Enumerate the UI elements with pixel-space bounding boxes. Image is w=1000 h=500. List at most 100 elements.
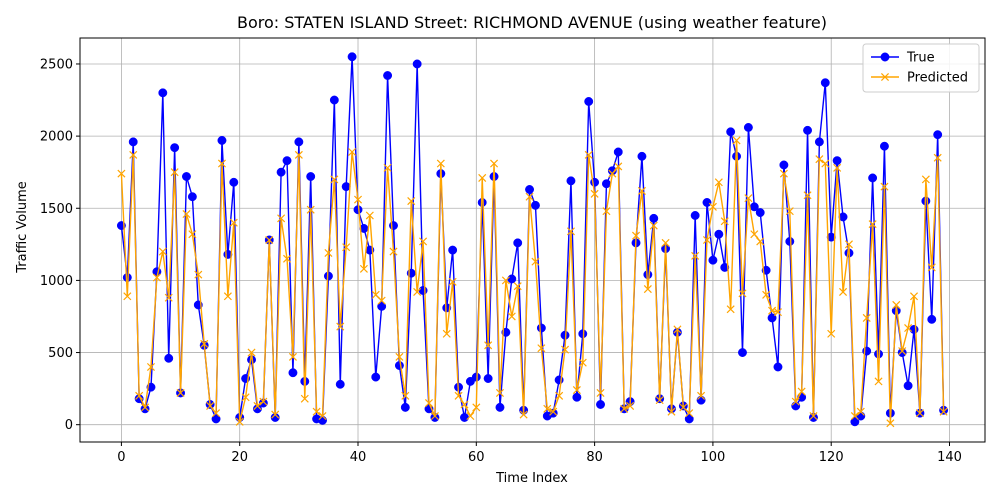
predicted-point xyxy=(188,230,197,239)
true-point xyxy=(702,198,712,207)
true-point xyxy=(229,177,239,187)
y-tick-label: 1000 xyxy=(40,274,73,289)
x-tick-label: 40 xyxy=(350,450,367,465)
true-point xyxy=(649,213,659,223)
predicted-point xyxy=(460,400,469,409)
predicted-point xyxy=(649,221,658,230)
true-point xyxy=(128,137,138,147)
predicted-point xyxy=(312,407,321,416)
x-tick-label: 140 xyxy=(937,450,962,465)
predicted-point xyxy=(407,197,416,206)
predicted-point xyxy=(631,231,641,240)
true-point xyxy=(371,372,381,382)
legend-label-true: True xyxy=(906,51,935,66)
true-point xyxy=(791,401,801,411)
true-point xyxy=(933,130,943,140)
series-layer xyxy=(116,52,949,428)
true-point xyxy=(323,271,333,281)
predicted-point xyxy=(241,393,250,402)
predicted-point xyxy=(549,407,558,416)
predicted-point xyxy=(253,401,262,410)
predicted-point xyxy=(478,173,487,182)
predicted-point xyxy=(614,162,623,171)
true-point xyxy=(613,147,623,157)
true-point xyxy=(383,71,393,80)
x-tick-label: 100 xyxy=(700,450,725,465)
true-point xyxy=(785,236,795,246)
predicted-point xyxy=(868,220,877,229)
predicted-point xyxy=(768,306,777,315)
true-point xyxy=(483,374,493,383)
predicted-point xyxy=(697,391,706,400)
true-point xyxy=(590,177,600,187)
predicted-point xyxy=(135,391,144,400)
x-tick-label: 0 xyxy=(117,450,125,465)
legend-box xyxy=(862,43,980,93)
predicted-point xyxy=(708,202,717,211)
true-point xyxy=(347,52,357,62)
y-tick-label: 500 xyxy=(48,346,73,361)
predicted-point xyxy=(762,290,771,299)
predicted-point xyxy=(637,186,646,195)
predicted-point xyxy=(288,352,297,361)
true-point xyxy=(738,348,747,357)
predicted-point xyxy=(815,155,824,164)
predicted-point xyxy=(442,329,451,338)
true-point xyxy=(394,361,404,370)
predicted-point xyxy=(791,397,800,406)
predicted-point xyxy=(158,247,167,256)
chart-title: Boro: STATEN ISLAND Street: RICHMOND AVE… xyxy=(237,13,827,32)
true-point xyxy=(566,176,576,186)
predicted-point xyxy=(898,347,907,356)
true-point xyxy=(755,208,765,218)
predicted-point xyxy=(472,403,481,412)
predicted-point xyxy=(744,194,753,203)
predicted-point xyxy=(247,348,256,357)
predicted-point xyxy=(880,182,889,191)
predicted-point xyxy=(720,217,729,226)
true-point xyxy=(187,192,197,202)
true-point xyxy=(596,400,605,409)
true-point xyxy=(814,137,824,147)
predicted-point xyxy=(626,401,635,410)
predicted-point xyxy=(602,207,611,216)
true-point xyxy=(726,127,736,137)
predicted-point xyxy=(353,195,363,204)
true-point xyxy=(572,392,582,402)
predicted-point xyxy=(702,235,712,245)
true-point xyxy=(696,395,706,405)
true-point xyxy=(803,125,812,135)
predicted-point xyxy=(939,407,948,416)
true-point xyxy=(471,372,481,382)
predicted-point xyxy=(667,407,676,416)
true-point xyxy=(377,301,387,311)
predicted-point xyxy=(555,391,564,400)
predicted-point xyxy=(413,287,422,296)
predicted-point xyxy=(750,230,759,239)
true-point xyxy=(217,135,227,145)
true-point xyxy=(170,143,180,153)
predicted-point xyxy=(141,403,150,412)
predicted-point xyxy=(566,227,575,236)
predicted-point xyxy=(123,292,132,301)
predicted-point xyxy=(348,147,357,157)
predicted-point xyxy=(265,235,274,245)
x-axis-label: Time Index xyxy=(495,471,568,486)
predicted-point xyxy=(395,352,404,361)
true-point xyxy=(767,313,777,323)
true-point xyxy=(306,172,316,181)
predicted-point xyxy=(294,150,303,159)
predicted-point xyxy=(803,191,812,200)
predicted-point xyxy=(229,218,238,227)
axis-ticks: 0 20 40 60 80 100 120 140 0 500 1000 1500 2000 2500 xyxy=(40,57,962,465)
predicted-point xyxy=(726,305,735,314)
predicted-point xyxy=(306,205,315,214)
true-point xyxy=(578,329,588,339)
x-tick-label: 80 xyxy=(586,450,603,465)
predicted-point xyxy=(933,153,942,162)
true-point xyxy=(318,415,327,425)
predicted-point xyxy=(655,396,664,405)
predicted-point xyxy=(531,257,540,266)
predicted-point xyxy=(797,387,806,396)
